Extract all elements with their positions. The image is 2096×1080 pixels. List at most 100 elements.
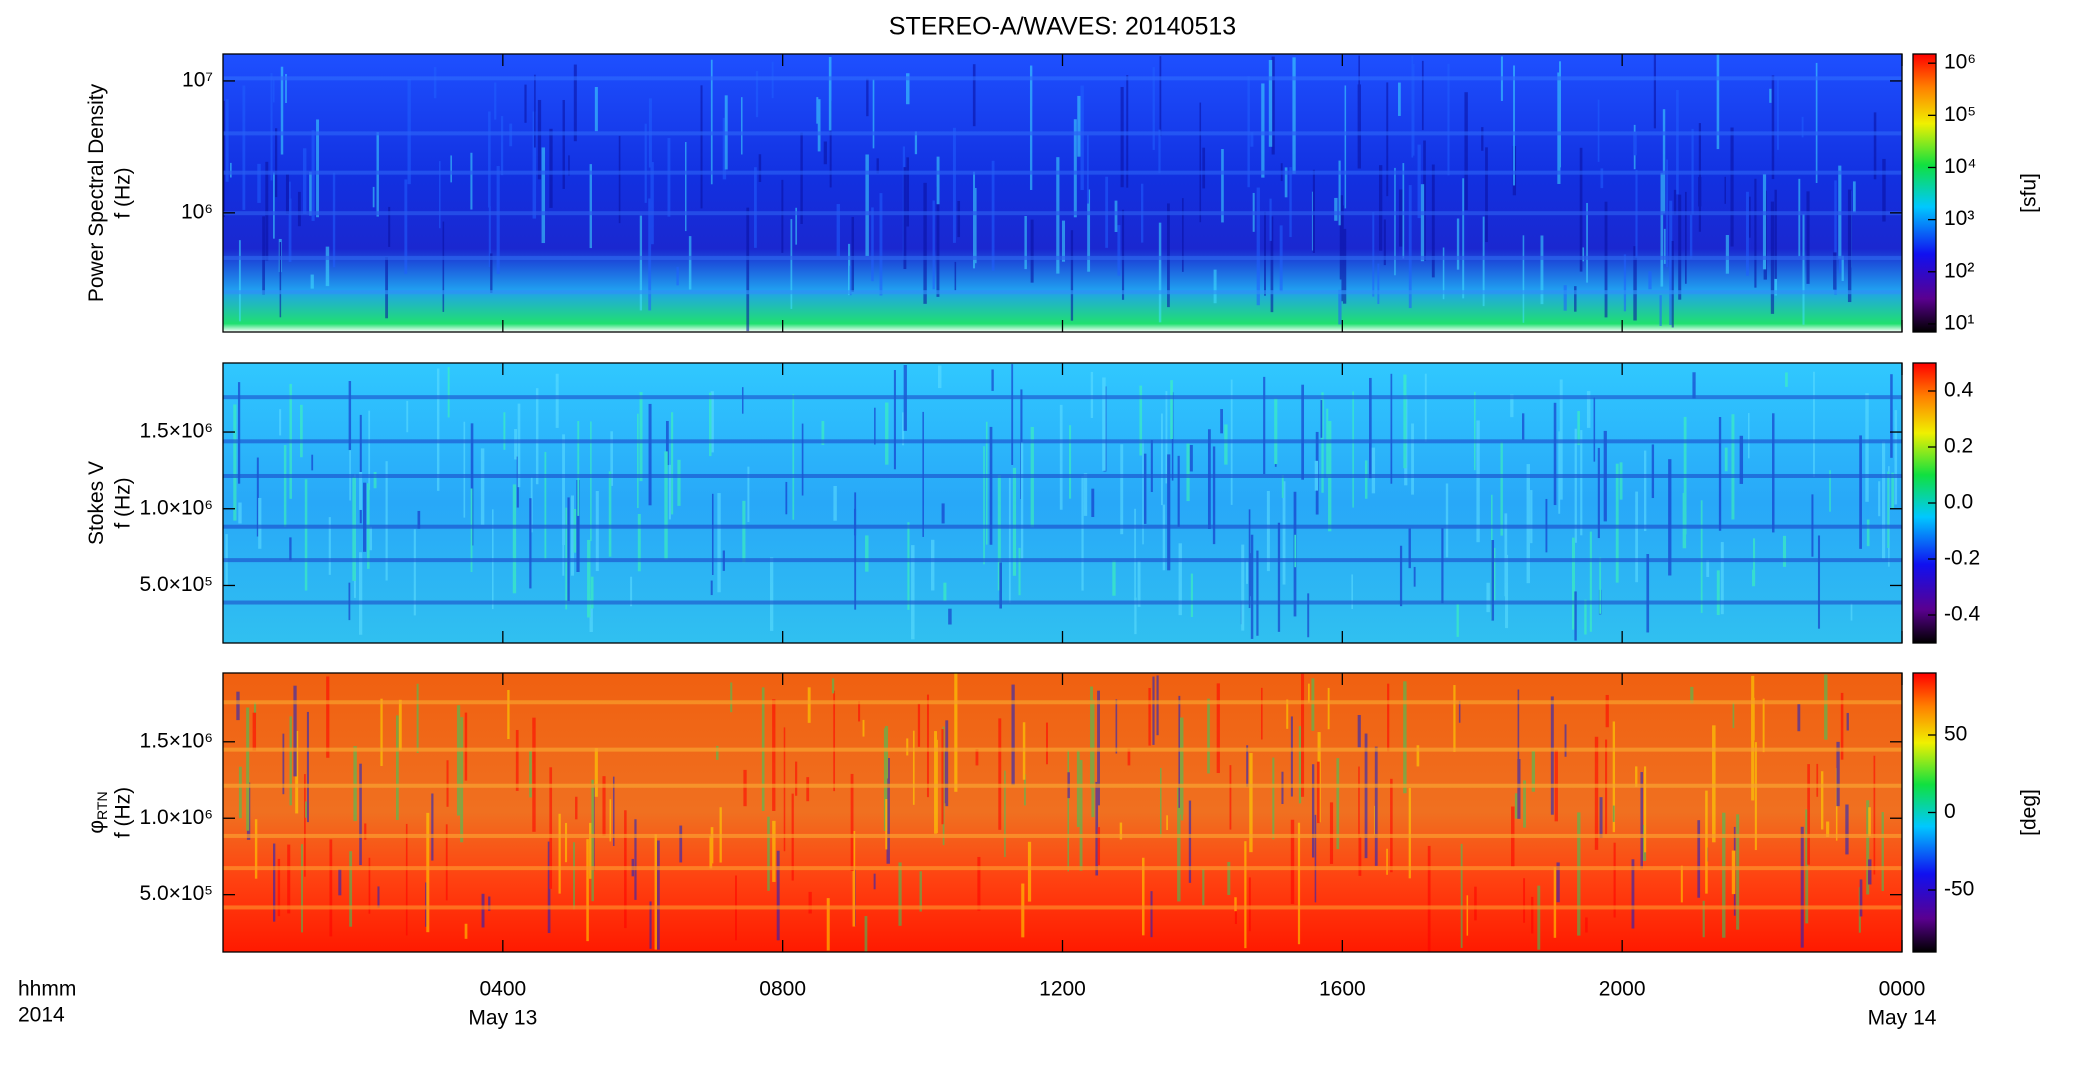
streak <box>800 132 803 224</box>
streak <box>644 123 647 203</box>
streak <box>716 745 719 760</box>
streak <box>595 491 599 572</box>
streak <box>1091 488 1095 518</box>
streak <box>1357 84 1361 169</box>
streak <box>311 130 315 221</box>
band <box>223 211 1902 216</box>
streak <box>1301 384 1305 480</box>
streak <box>1117 225 1121 276</box>
streak <box>1059 404 1063 510</box>
streak <box>490 253 493 294</box>
band <box>223 783 1902 788</box>
streak <box>332 172 336 268</box>
streak <box>1504 513 1508 597</box>
streak <box>447 367 450 418</box>
streak <box>1774 278 1778 296</box>
streak <box>1865 393 1869 502</box>
streak <box>1445 483 1449 558</box>
streak <box>1692 372 1696 399</box>
streak <box>1644 766 1647 853</box>
streak <box>488 206 491 268</box>
streak <box>1166 815 1168 831</box>
streak <box>1739 435 1744 484</box>
streak <box>589 164 592 249</box>
streak <box>1281 771 1284 805</box>
streak <box>1631 859 1635 929</box>
streak <box>1817 535 1821 629</box>
streak <box>246 707 250 831</box>
streak <box>1584 599 1587 635</box>
streak <box>1585 917 1588 933</box>
streak <box>1142 857 1145 936</box>
streak <box>1312 169 1315 253</box>
streak <box>1408 528 1411 569</box>
streak <box>1878 481 1881 517</box>
streak <box>761 687 765 812</box>
streak <box>983 446 985 565</box>
streak <box>1212 446 1216 545</box>
streak <box>272 172 275 239</box>
streak <box>1754 742 1757 851</box>
streak <box>954 261 957 291</box>
streak <box>310 274 314 289</box>
colorbar-tick-label: 0.4 <box>1944 379 1974 402</box>
streak <box>1603 430 1607 522</box>
streak <box>1294 534 1297 568</box>
streak <box>442 221 445 312</box>
streak <box>1635 491 1639 583</box>
streak <box>1311 191 1314 251</box>
streak <box>1008 477 1011 603</box>
streak <box>1813 371 1815 478</box>
colorbar-tick-label: -0.4 <box>1944 603 1981 626</box>
streak <box>481 893 485 928</box>
streak <box>1752 538 1756 583</box>
streak <box>648 98 652 168</box>
streak <box>1344 85 1347 209</box>
band <box>223 600 1902 605</box>
streak <box>1833 252 1837 290</box>
streak <box>1691 128 1694 215</box>
streak <box>1705 790 1708 894</box>
streak <box>1690 686 1694 704</box>
streak <box>602 776 606 836</box>
streak <box>445 824 448 901</box>
streak <box>1476 420 1480 543</box>
streak <box>1635 169 1638 258</box>
streak <box>1868 859 1872 885</box>
streak <box>363 482 367 552</box>
streak <box>828 56 832 131</box>
streak <box>1730 127 1734 247</box>
streak <box>1357 714 1361 748</box>
streak <box>1161 413 1163 506</box>
streak <box>791 793 794 881</box>
streak <box>722 550 725 571</box>
streak <box>1150 440 1153 493</box>
streak <box>562 99 565 189</box>
streak <box>1408 185 1412 309</box>
colorbar <box>1912 53 1937 333</box>
streak <box>1249 752 1253 853</box>
streak <box>1600 168 1604 189</box>
streak <box>1462 178 1465 299</box>
streak <box>1481 127 1484 151</box>
streak <box>1095 781 1099 876</box>
streak <box>609 799 612 842</box>
streak <box>1282 481 1286 585</box>
streak <box>373 472 377 489</box>
streak <box>998 718 1002 830</box>
streak <box>1371 447 1376 494</box>
streak <box>1517 759 1521 819</box>
streak <box>746 207 750 332</box>
streak <box>874 407 876 445</box>
streak <box>1511 806 1515 867</box>
streak <box>1316 761 1320 824</box>
streak <box>1521 413 1525 440</box>
streak <box>1683 416 1687 535</box>
streak <box>1213 269 1217 304</box>
streak <box>1706 560 1710 578</box>
streak <box>1663 228 1666 264</box>
streak <box>1067 749 1070 872</box>
streak <box>1207 698 1210 774</box>
colorbar-tick-label: 10⁵ <box>1944 103 1976 126</box>
streak <box>353 746 357 822</box>
